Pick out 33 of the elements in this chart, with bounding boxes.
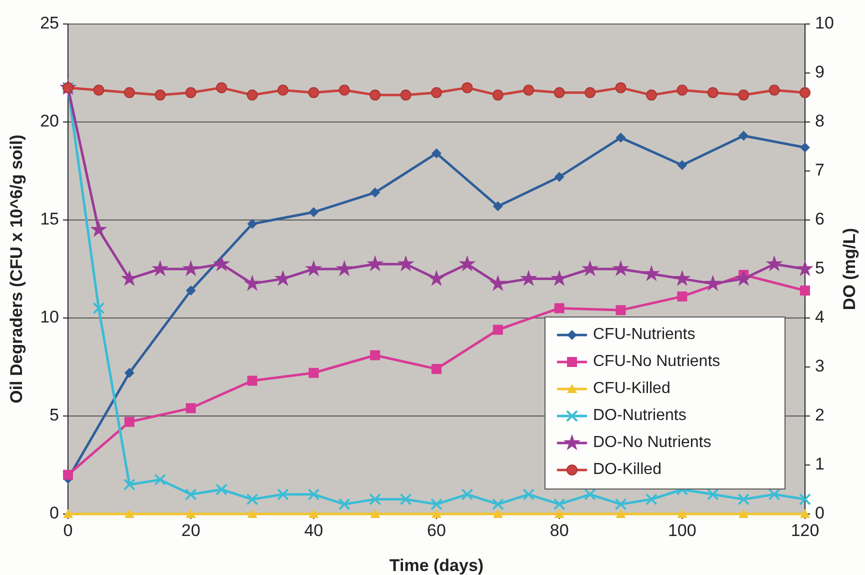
x-tick-label: 80 (550, 521, 569, 540)
y-axis-title: Oil Degraders (CFU x 10^6/g soil) (7, 134, 26, 404)
legend-label: DO-Killed (593, 461, 662, 478)
y2-tick-label: 4 (815, 307, 824, 326)
x-tick-label: 20 (181, 521, 200, 540)
y-tick-label: 5 (50, 405, 59, 424)
legend-label: CFU-Killed (593, 380, 670, 398)
y-tick-label: 20 (40, 111, 59, 130)
legend-label: DO-Nutrients (593, 407, 686, 424)
y2-tick-label: 10 (815, 13, 834, 32)
y2-tick-label: 5 (815, 258, 824, 278)
x-tick-label: 40 (304, 521, 324, 540)
y2-tick-label: 8 (815, 111, 824, 130)
y-tick-label: 25 (40, 13, 59, 32)
y2-tick-label: 0 (815, 503, 824, 522)
y2-tick-label: 2 (815, 405, 824, 424)
y2-tick-label: 1 (815, 454, 824, 474)
x-tick-label: 0 (63, 521, 73, 540)
y2-tick-label: 6 (815, 209, 824, 228)
legend-label: CFU-No Nutrients (593, 353, 720, 370)
x-axis-title: Time (days) (389, 556, 484, 575)
y-tick-label: 10 (40, 307, 59, 326)
y2-tick-label: 7 (815, 160, 824, 180)
x-tick-label: 120 (790, 521, 820, 540)
y2-tick-label: 3 (815, 356, 824, 376)
y-tick-label: 0 (50, 503, 59, 522)
legend-label: DO-No Nutrients (593, 434, 712, 452)
x-tick-label: 100 (668, 521, 696, 540)
legend-label: CFU-Nutrients (593, 326, 696, 344)
y2-axis-title: DO (mg/L) (840, 228, 859, 310)
x-tick-label: 60 (427, 521, 446, 540)
y-tick-label: 15 (40, 209, 59, 228)
y2-tick-label: 9 (815, 62, 824, 82)
